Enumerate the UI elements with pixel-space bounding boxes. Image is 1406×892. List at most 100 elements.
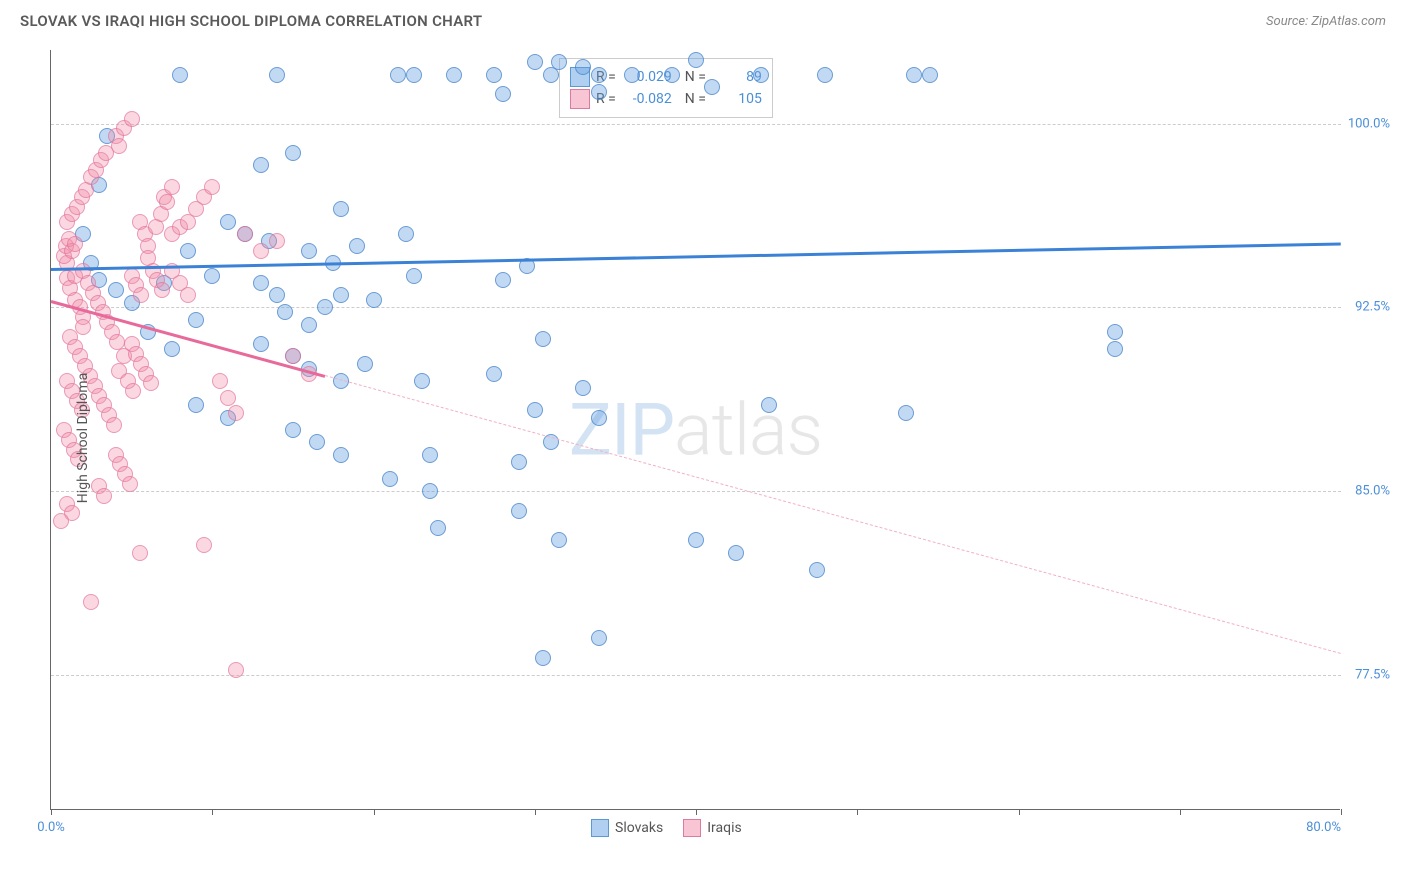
scatter-point: [922, 67, 938, 83]
scatter-point: [220, 214, 236, 230]
scatter-point: [495, 272, 511, 288]
scatter-point: [511, 454, 527, 470]
legend-item: Slovaks: [591, 819, 663, 837]
scatter-point: [106, 417, 122, 433]
scatter-point: [285, 348, 301, 364]
x-tick: [51, 809, 52, 815]
legend-swatch: [591, 819, 609, 837]
scatter-point: [406, 268, 422, 284]
scatter-point: [212, 373, 228, 389]
scatter-point: [154, 282, 170, 298]
scatter-point: [309, 434, 325, 450]
scatter-point: [906, 67, 922, 83]
scatter-point: [180, 243, 196, 259]
scatter-point: [333, 287, 349, 303]
scatter-point: [188, 397, 204, 413]
scatter-point: [285, 422, 301, 438]
scatter-point: [67, 236, 83, 252]
legend-swatch: [570, 89, 590, 109]
legend-series: Slovaks Iraqis: [591, 819, 742, 837]
scatter-point: [285, 145, 301, 161]
y-tick-label: 85.0%: [1344, 484, 1390, 499]
scatter-point: [164, 179, 180, 195]
scatter-point: [122, 476, 138, 492]
scatter-point: [624, 67, 640, 83]
scatter-point: [196, 537, 212, 553]
scatter-point: [204, 179, 220, 195]
scatter-point: [575, 59, 591, 75]
scatter-point: [535, 650, 551, 666]
x-tick: [1180, 809, 1181, 815]
scatter-point: [398, 226, 414, 242]
x-tick-label: 0.0%: [37, 820, 65, 835]
scatter-point: [301, 317, 317, 333]
chart-title: SLOVAK VS IRAQI HIGH SCHOOL DIPLOMA CORR…: [20, 12, 482, 30]
x-tick: [696, 809, 697, 815]
scatter-point: [109, 334, 125, 350]
scatter-point: [527, 54, 543, 70]
scatter-point: [333, 201, 349, 217]
scatter-point: [333, 447, 349, 463]
scatter-point: [591, 630, 607, 646]
scatter-point: [253, 275, 269, 291]
x-tick: [1341, 809, 1342, 815]
scatter-point: [253, 157, 269, 173]
legend-label: Slovaks: [615, 820, 663, 836]
scatter-point: [108, 282, 124, 298]
scatter-point: [277, 304, 293, 320]
scatter-point: [180, 287, 196, 303]
source-label: Source: ZipAtlas.com: [1266, 14, 1386, 29]
scatter-point: [390, 67, 406, 83]
scatter-point: [132, 545, 148, 561]
scatter-point: [527, 402, 543, 418]
scatter-point: [591, 410, 607, 426]
y-axis-label: High School Diploma: [75, 373, 91, 503]
scatter-point: [704, 79, 720, 95]
scatter-point: [357, 356, 373, 372]
scatter-point: [253, 336, 269, 352]
scatter-point: [495, 86, 511, 102]
scatter-point: [382, 471, 398, 487]
x-tick: [535, 809, 536, 815]
scatter-point: [349, 238, 365, 254]
scatter-point: [430, 520, 446, 536]
scatter-point: [83, 594, 99, 610]
scatter-point: [551, 532, 567, 548]
scatter-point: [253, 243, 269, 259]
scatter-point: [204, 268, 220, 284]
scatter-point: [486, 67, 502, 83]
scatter-point: [111, 138, 127, 154]
legend-item: Iraqis: [683, 819, 741, 837]
scatter-point: [143, 375, 159, 391]
grid-line: [51, 307, 1341, 308]
scatter-point: [124, 111, 140, 127]
scatter-point: [817, 67, 833, 83]
scatter-point: [1107, 341, 1123, 357]
legend-n-value: 105: [712, 91, 762, 107]
scatter-point: [228, 662, 244, 678]
scatter-point: [301, 243, 317, 259]
scatter-point: [664, 67, 680, 83]
grid-line: [51, 124, 1341, 125]
scatter-point: [575, 380, 591, 396]
y-tick-label: 92.5%: [1344, 300, 1390, 315]
scatter-point: [269, 67, 285, 83]
scatter-point: [125, 383, 141, 399]
scatter-point: [551, 54, 567, 70]
chart-area: ZIPatlas R =0.029 N =89R =-0.082 N =105 …: [50, 50, 1386, 830]
scatter-point: [237, 226, 253, 242]
legend-label: Iraqis: [707, 820, 741, 836]
scatter-point: [809, 562, 825, 578]
trend-line: [51, 243, 1341, 271]
scatter-point: [1107, 324, 1123, 340]
x-tick-label: 80.0%: [1306, 820, 1341, 835]
scatter-point: [446, 67, 462, 83]
scatter-point: [591, 84, 607, 100]
legend-r-value: -0.082: [622, 91, 672, 107]
scatter-point: [761, 397, 777, 413]
scatter-point: [511, 503, 527, 519]
scatter-point: [269, 233, 285, 249]
x-tick: [374, 809, 375, 815]
legend-n-label: N =: [678, 69, 706, 85]
scatter-point: [188, 312, 204, 328]
